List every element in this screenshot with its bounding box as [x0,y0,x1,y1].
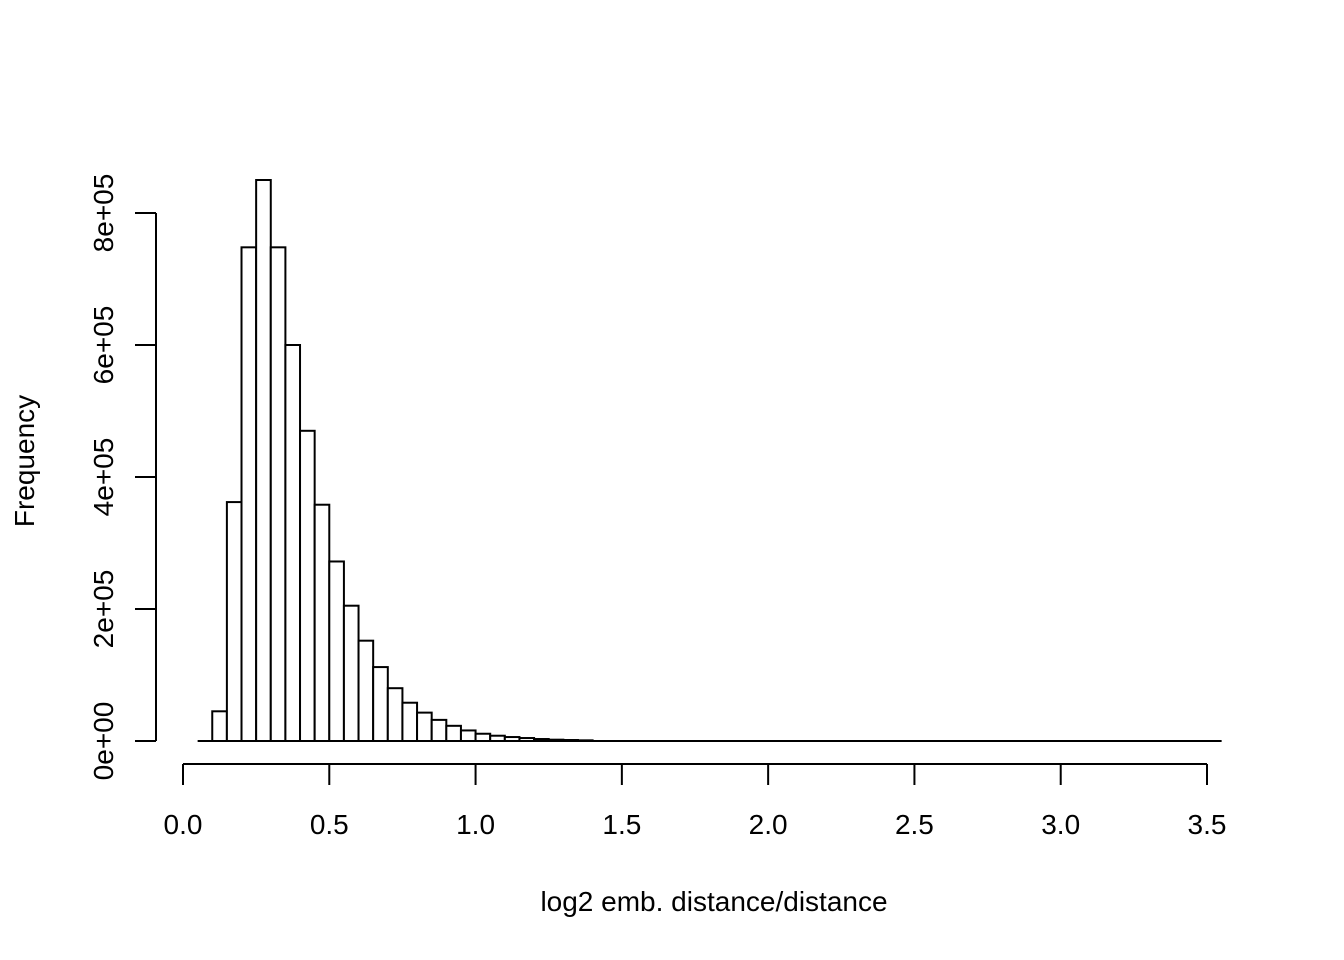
y-axis-title: Frequency [9,395,40,527]
y-tick-label: 4e+05 [88,438,119,517]
y-tick-label: 0e+00 [88,702,119,781]
histogram-bar [299,429,316,742]
histogram-bar [357,639,375,742]
y-tick-label: 6e+05 [88,306,119,385]
histogram-bar [240,246,258,742]
histogram-bar [401,701,419,742]
histogram-bar [430,718,448,743]
y-tick-label: 8e+05 [88,174,119,253]
histogram-bar [225,501,243,742]
y-tick-label: 2e+05 [88,570,119,649]
x-tick-label: 1.0 [456,809,495,840]
histogram-bar [342,604,360,743]
x-axis: 0.0 0.5 1.0 1.5 2.0 2.5 3.0 3.5 [164,763,1227,840]
x-tick-label: 3.5 [1188,809,1227,840]
histogram-bar [211,710,228,742]
histogram-bar [386,687,404,743]
histogram-bar [328,560,345,742]
histogram-bar [372,666,389,743]
x-tick-label: 2.5 [895,809,934,840]
histogram-bar [255,179,272,742]
x-tick-label: 1.5 [602,809,641,840]
histogram-bar [284,344,302,742]
y-axis: 0e+00 2e+05 4e+05 6e+05 8e+05 [88,174,157,781]
x-tick-label: 2.0 [749,809,788,840]
histogram-bar [269,246,287,742]
histogram-bars [211,179,594,743]
histogram-bar [416,711,433,742]
histogram-bar [459,729,477,743]
x-tick-label: 3.0 [1041,809,1080,840]
histogram-bar [445,724,462,743]
x-tick-label: 0.5 [310,809,349,840]
x-axis-title: log2 emb. distance/distance [540,886,887,917]
x-tick-label: 0.0 [164,809,203,840]
histogram-bar [313,503,331,742]
histogram-bar [474,732,492,742]
